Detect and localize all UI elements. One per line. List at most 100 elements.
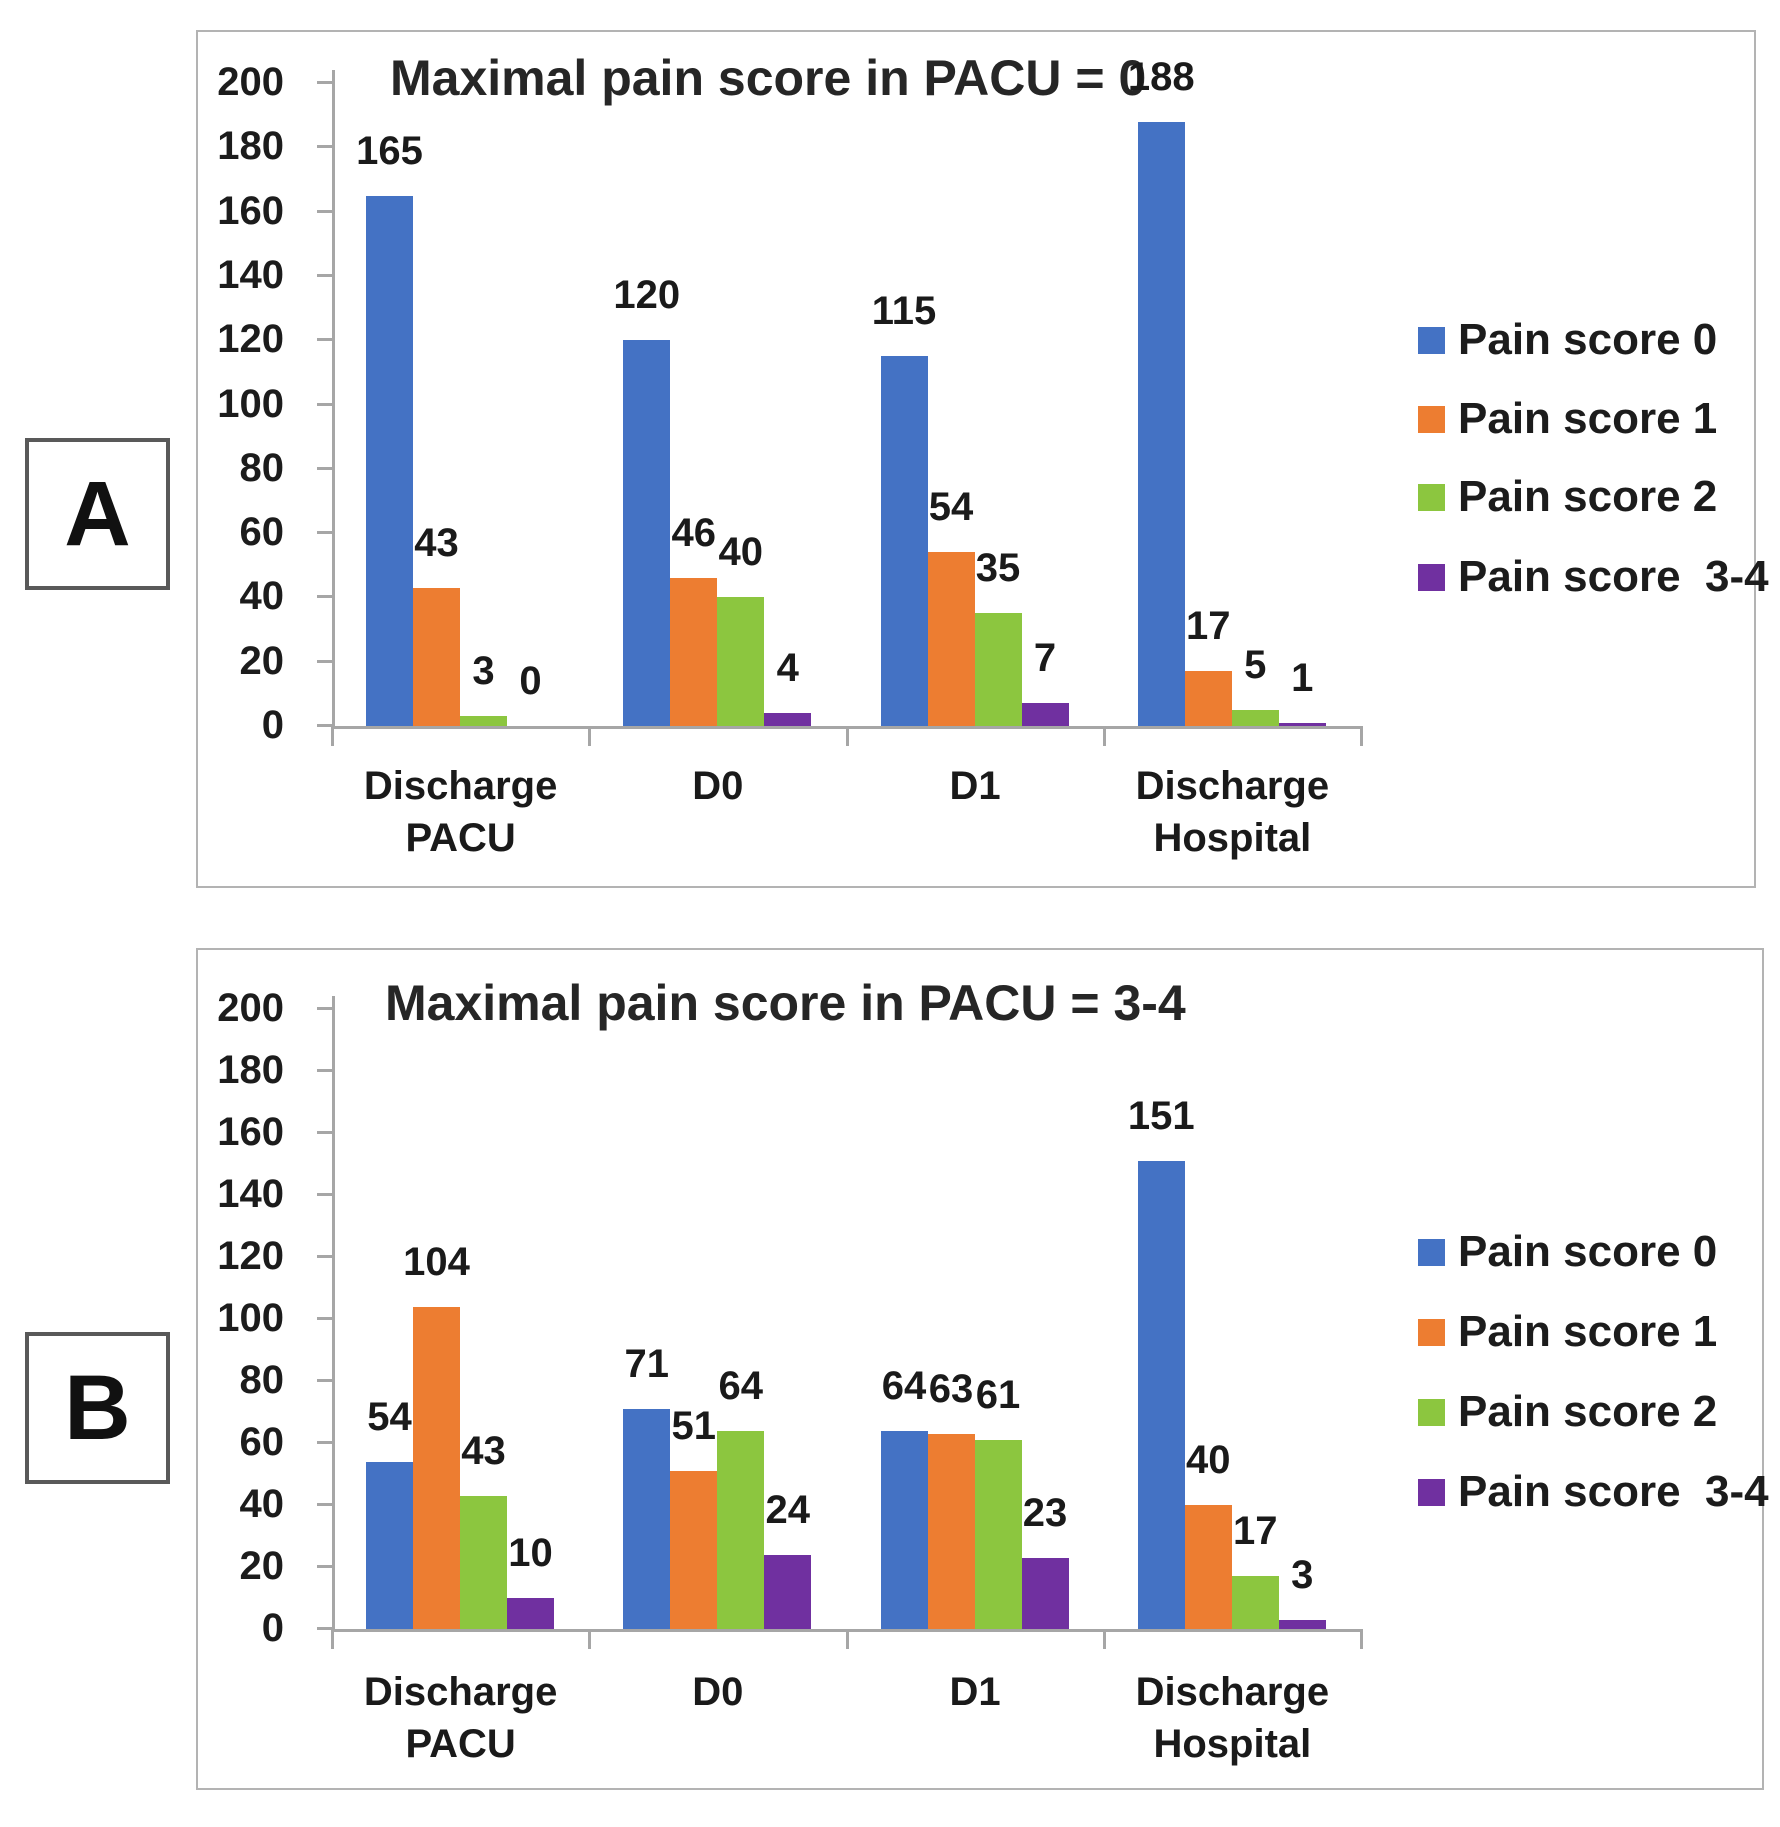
bar-value-label: 120 (613, 273, 681, 318)
y-axis-label: 40 (239, 574, 285, 619)
panel-label-b: B (64, 1357, 131, 1459)
y-axis-label: 120 (217, 317, 284, 362)
y-axis-line (332, 996, 335, 1631)
bar (974, 613, 1022, 726)
bar-value-label: 43 (414, 520, 459, 565)
legend-swatch (1418, 326, 1445, 354)
bar (413, 587, 460, 726)
y-axis-tick (317, 273, 332, 277)
bar (413, 1306, 460, 1629)
bar-value-label: 64 (881, 1363, 927, 1408)
legend-swatch (1418, 1478, 1445, 1506)
bar-value-label: 61 (975, 1372, 1021, 1417)
bar (1021, 1557, 1069, 1629)
bar (764, 713, 812, 726)
legend-swatch (1418, 1238, 1445, 1266)
y-axis-tick (317, 1379, 332, 1382)
bar-value-label: 46 (671, 511, 717, 556)
y-axis-tick (317, 1255, 332, 1258)
bar (1278, 722, 1326, 726)
legend-label: Pain score 0 (1458, 315, 1718, 364)
category-label: Discharge (363, 764, 558, 808)
bar (670, 1470, 718, 1629)
legend-swatch (1418, 483, 1445, 511)
category-label: Discharge (363, 1670, 558, 1714)
y-axis-label: 180 (217, 1048, 284, 1092)
y-axis-label: 140 (217, 1172, 284, 1216)
x-axis-tick (1360, 1629, 1363, 1649)
panel-label-box-b: B (25, 1332, 170, 1484)
bar (717, 1430, 765, 1629)
y-axis-label: 60 (239, 510, 285, 555)
bar (1021, 703, 1069, 726)
bar-value-label: 51 (671, 1403, 717, 1448)
legend-swatch (1418, 1318, 1445, 1346)
bar-value-label: 0 (519, 659, 542, 703)
chart-title-b: Maximal pain score in PACU = 3-4 (385, 975, 1186, 1031)
y-axis-tick (317, 402, 332, 406)
bar (623, 340, 671, 726)
x-axis-tick (588, 726, 592, 746)
legend-swatch (1418, 563, 1445, 591)
bar-value-label: 64 (718, 1363, 764, 1408)
y-axis-line (332, 70, 335, 728)
legend-swatch (1418, 405, 1445, 433)
y-axis-label: 120 (217, 1234, 284, 1278)
y-axis-tick (317, 1627, 332, 1630)
y-axis-label: 80 (239, 445, 285, 490)
y-axis-label: 0 (261, 1606, 284, 1650)
x-axis-tick (1102, 726, 1106, 746)
y-axis-label: 100 (217, 1296, 284, 1340)
bar-value-label: 104 (403, 1239, 470, 1284)
category-label: Discharge (1135, 1670, 1330, 1714)
y-axis-tick (317, 1007, 332, 1010)
bar (927, 552, 975, 726)
y-axis-tick (317, 595, 332, 599)
bar-value-label: 115 (871, 289, 937, 334)
chart-title-a: Maximal pain score in PACU = 0 (390, 50, 1147, 106)
legend-swatch (1418, 1398, 1445, 1426)
legend-label: Pain score 1 (1458, 1307, 1718, 1356)
y-axis-label: 160 (217, 188, 284, 233)
bar-value-label: 43 (461, 1428, 506, 1473)
bar (927, 1433, 975, 1629)
bar (1184, 671, 1232, 726)
y-axis-label: 20 (239, 638, 285, 683)
x-axis-tick (331, 726, 334, 746)
y-axis-label: 140 (217, 252, 284, 297)
bar (1231, 709, 1279, 726)
bar (717, 597, 765, 726)
bar-value-label: 17 (1186, 604, 1231, 649)
bar-value-label: 40 (718, 530, 764, 575)
y-axis-tick (317, 659, 332, 663)
y-axis-label: 20 (239, 1544, 285, 1588)
panel-label-box-a: A (25, 438, 170, 590)
bar-value-label: 71 (624, 1341, 670, 1386)
bar (974, 1439, 1022, 1629)
bar (460, 1495, 507, 1629)
bar-value-label: 10 (508, 1531, 553, 1575)
category-label: PACU (405, 1722, 516, 1766)
y-axis-label: 200 (217, 986, 284, 1030)
bar-value-label: 188 (1127, 54, 1195, 99)
bar (623, 1408, 671, 1629)
category-label: D0 (692, 764, 744, 808)
y-axis-tick (317, 1565, 332, 1568)
x-axis-tick (845, 726, 849, 746)
y-axis-tick (317, 209, 332, 213)
bar (764, 1554, 812, 1629)
bar (670, 578, 718, 726)
bar (1184, 1505, 1232, 1629)
legend-label: Pain score 3-4 (1458, 1467, 1769, 1516)
category-label: D1 (949, 1670, 1001, 1714)
bar-value-label: 63 (928, 1366, 974, 1411)
bar (366, 1461, 413, 1629)
y-axis-label: 160 (217, 1110, 284, 1154)
y-axis-tick (317, 1069, 332, 1072)
y-axis-tick (317, 1441, 332, 1444)
bar-value-label: 35 (975, 546, 1021, 591)
x-axis-tick (331, 1629, 334, 1649)
bar (507, 1598, 554, 1629)
bar-value-label: 151 (1127, 1093, 1195, 1138)
panel-label-a: A (64, 463, 131, 565)
